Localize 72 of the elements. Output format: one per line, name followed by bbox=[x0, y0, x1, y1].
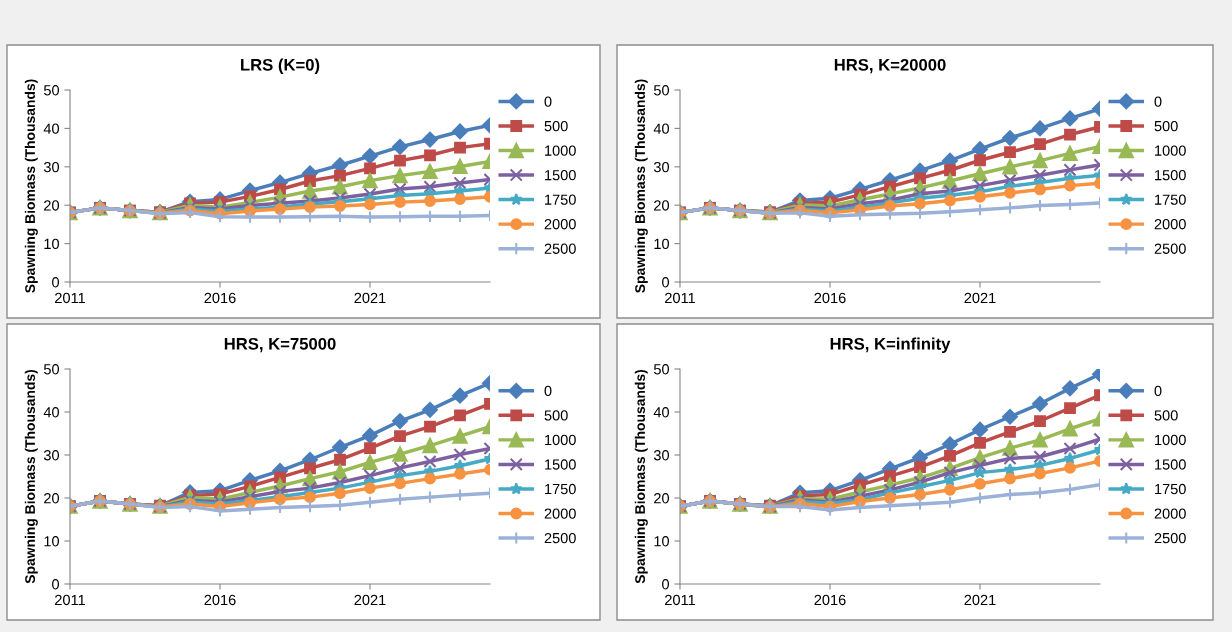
y-tick-label: 40 bbox=[43, 123, 60, 134]
y-tick-label: 20 bbox=[44, 493, 60, 504]
x-tick-label: 2011 bbox=[55, 594, 85, 606]
y-axis-title: Spawning Biomass (Thousands) bbox=[634, 369, 648, 584]
y-tick-label: 10 bbox=[44, 238, 60, 250]
y-tick-label: 40 bbox=[653, 407, 670, 418]
x-tick-label: 2016 bbox=[204, 594, 236, 606]
legend-label: 1000 bbox=[545, 145, 576, 156]
legend-label: 1500 bbox=[1155, 169, 1186, 181]
y-tick-label: 30 bbox=[653, 161, 670, 173]
x-tick-label: 2021 bbox=[354, 594, 386, 606]
x-tick-label: 2011 bbox=[665, 594, 695, 606]
legend-label: 0 bbox=[544, 385, 552, 397]
y-tick-label: 0 bbox=[52, 277, 60, 288]
y-tick-label: 0 bbox=[662, 579, 670, 590]
chart-title: HRS, K=20000 bbox=[834, 58, 946, 74]
legend-label: 2000 bbox=[544, 219, 576, 230]
legend-label: 1500 bbox=[545, 169, 576, 181]
y-tick-label: 50 bbox=[653, 364, 670, 375]
y-tick-label: 40 bbox=[653, 123, 670, 134]
y-tick-label: 0 bbox=[52, 579, 60, 590]
y-tick-label: 10 bbox=[654, 536, 670, 547]
x-tick-label: 2021 bbox=[354, 292, 386, 304]
y-tick-label: 50 bbox=[43, 364, 60, 375]
legend-label: 0 bbox=[544, 96, 552, 107]
y-axis-title: Spawning Biomass (Thousands) bbox=[24, 369, 38, 584]
legend-label: 1500 bbox=[545, 459, 576, 470]
legend-label: 500 bbox=[544, 410, 568, 421]
legend-label: 2000 bbox=[544, 508, 576, 519]
y-tick-label: 50 bbox=[43, 85, 60, 96]
x-tick-label: 2011 bbox=[665, 292, 695, 304]
x-tick-label: 2016 bbox=[814, 594, 846, 606]
y-axis-title: Spawning Biomass (Thousands) bbox=[24, 79, 38, 293]
legend-label: 500 bbox=[544, 120, 568, 132]
chart-title: HRS, K=infinity bbox=[830, 337, 951, 354]
x-tick-label: 2021 bbox=[964, 292, 996, 304]
y-tick-label: 10 bbox=[44, 536, 60, 547]
legend-label: 0 bbox=[1154, 385, 1162, 397]
legend-label: 0 bbox=[1154, 96, 1162, 107]
legend-label: 500 bbox=[1154, 120, 1178, 132]
y-tick-label: 20 bbox=[44, 200, 60, 211]
y-tick-label: 30 bbox=[43, 161, 60, 173]
legend-label: 2000 bbox=[1154, 219, 1186, 230]
x-tick-label: 2011 bbox=[55, 292, 85, 304]
y-tick-label: 20 bbox=[654, 200, 670, 211]
x-tick-label: 2016 bbox=[204, 292, 236, 304]
legend-label: 2500 bbox=[1154, 243, 1186, 254]
chart-title: HRS, K=75000 bbox=[224, 337, 336, 353]
legend-label: 2000 bbox=[1154, 508, 1186, 519]
legend-label: 2500 bbox=[544, 532, 576, 544]
y-tick-label: 0 bbox=[662, 277, 670, 288]
x-tick-label: 2021 bbox=[964, 594, 996, 606]
chart-title: LRS (K=0) bbox=[241, 58, 320, 75]
legend-label: 2500 bbox=[1154, 532, 1186, 544]
y-tick-label: 30 bbox=[653, 450, 670, 461]
y-tick-label: 50 bbox=[653, 85, 670, 96]
y-tick-label: 20 bbox=[654, 493, 670, 504]
legend-label: 2500 bbox=[544, 243, 576, 254]
legend-label: 1750 bbox=[1155, 483, 1186, 495]
legend-label: 1750 bbox=[545, 194, 576, 205]
legend-label: 1750 bbox=[1155, 194, 1186, 205]
y-axis-title: Spawning Biomass (Thousands) bbox=[634, 79, 648, 293]
legend-label: 1500 bbox=[1155, 459, 1186, 470]
legend-label: 1000 bbox=[1155, 145, 1186, 156]
legend-label: 1000 bbox=[545, 434, 576, 446]
y-tick-label: 30 bbox=[43, 450, 60, 461]
y-tick-label: 10 bbox=[654, 238, 670, 250]
x-tick-label: 2016 bbox=[814, 292, 846, 304]
legend-label: 1000 bbox=[1155, 434, 1186, 446]
legend-label: 1750 bbox=[545, 483, 576, 495]
y-tick-label: 40 bbox=[43, 407, 60, 418]
legend-label: 500 bbox=[1154, 410, 1178, 421]
